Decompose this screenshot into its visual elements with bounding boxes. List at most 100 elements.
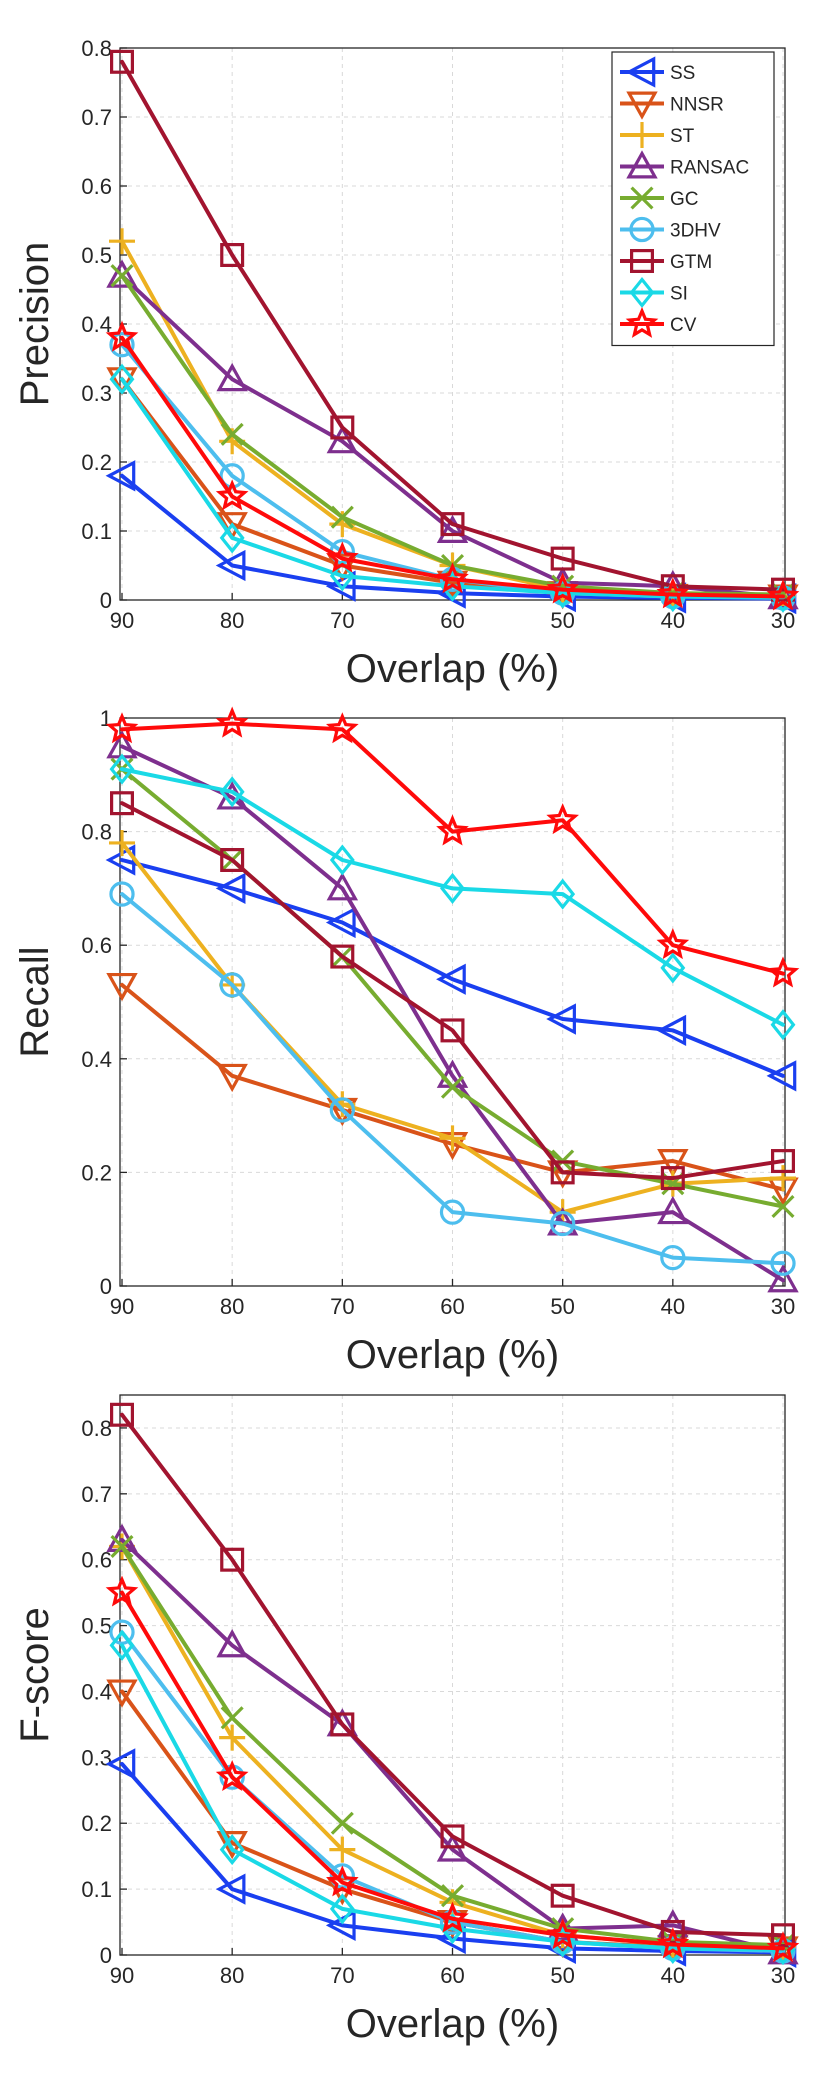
data-point-si bbox=[219, 776, 245, 808]
x-tick-label: 50 bbox=[550, 1963, 574, 1988]
y-tick-label: 0 bbox=[100, 588, 112, 613]
x-tick-label: 30 bbox=[771, 1294, 795, 1319]
data-point-gc bbox=[330, 1811, 354, 1835]
data-point-nnsr bbox=[106, 367, 138, 396]
data-point-gc bbox=[771, 1194, 795, 1219]
data-point-3dhv bbox=[439, 1199, 466, 1225]
data-point-gc bbox=[220, 1706, 244, 1730]
data-point-ss bbox=[656, 1014, 687, 1047]
data-point-gtm bbox=[220, 243, 245, 268]
data-point-cv bbox=[215, 479, 249, 511]
data-point-3dhv bbox=[109, 332, 135, 358]
data-point-si bbox=[219, 1834, 245, 1866]
y-tick-label: 0.2 bbox=[81, 1811, 112, 1836]
legend-label: SS bbox=[670, 63, 695, 84]
y-tick-label: 0.8 bbox=[81, 820, 112, 845]
data-point-gtm bbox=[109, 791, 134, 816]
data-point-ransac bbox=[216, 1629, 248, 1658]
data-point-cv bbox=[546, 803, 579, 835]
data-point-3dhv bbox=[109, 881, 135, 907]
data-point-cv bbox=[766, 1931, 800, 1963]
y-tick-label: 0.3 bbox=[81, 381, 112, 406]
data-point-3dhv bbox=[770, 1250, 796, 1276]
y-tick-label: 0.7 bbox=[81, 105, 112, 130]
data-point-nnsr bbox=[216, 1063, 248, 1093]
data-point-si bbox=[770, 1009, 796, 1041]
data-point-ss bbox=[215, 549, 246, 582]
x-tick-label: 40 bbox=[661, 1294, 685, 1319]
chart-panel-1: 90 80 70 60 50 40 3000.10.20.30.40.50.60.70.8O… bbox=[13, 36, 800, 691]
y-tick-label: 0 bbox=[100, 1274, 112, 1299]
legend-marker-ss bbox=[625, 56, 656, 88]
data-point-gtm bbox=[109, 49, 134, 74]
data-point-gtm bbox=[109, 1402, 134, 1427]
x-tick-label: 80 bbox=[220, 1294, 244, 1319]
x-tick-label: 60 bbox=[440, 608, 464, 633]
data-point-3dhv bbox=[219, 972, 245, 998]
data-point-st bbox=[109, 228, 135, 255]
data-point-cv bbox=[546, 572, 579, 604]
x-axis-title: Overlap (%) bbox=[346, 2002, 559, 2046]
legend-item-gc: GC bbox=[620, 186, 699, 210]
legend-item-3dhv: 3DHV bbox=[620, 216, 721, 243]
data-point-gtm bbox=[550, 546, 575, 571]
data-point-cv bbox=[436, 562, 469, 594]
data-point-cv bbox=[766, 579, 800, 611]
data-point-gtm bbox=[330, 415, 355, 440]
data-point-cv bbox=[326, 541, 359, 573]
data-point-cv bbox=[105, 1575, 139, 1607]
x-tick-label: 40 bbox=[661, 608, 685, 633]
data-point-cv bbox=[326, 1865, 359, 1897]
legend-item-si: SI bbox=[620, 276, 688, 309]
y-tick-label: 0.1 bbox=[81, 1877, 112, 1902]
series-line-ss bbox=[120, 858, 785, 1078]
legend-label: RANSAC bbox=[670, 158, 749, 179]
y-axis-title: Precision bbox=[13, 242, 57, 407]
data-point-ransac bbox=[216, 362, 248, 392]
y-tick-label: 0.6 bbox=[81, 174, 112, 199]
x-tick-label: 80 bbox=[220, 1963, 244, 1988]
data-point-ransac bbox=[326, 425, 359, 454]
x-tick-label: 80 bbox=[220, 608, 244, 633]
data-point-si bbox=[329, 844, 355, 876]
legend-label: 3DHV bbox=[670, 221, 721, 242]
y-tick-label: 0.8 bbox=[81, 36, 112, 61]
data-point-st bbox=[770, 1165, 796, 1192]
data-point-nnsr bbox=[106, 972, 138, 1002]
y-tick-label: 0.4 bbox=[81, 1679, 112, 1704]
chart-panel-3: 90 80 70 60 50 40 3000.10.20.30.40.50.60.70.8O… bbox=[13, 1394, 800, 2046]
x-tick-label: 60 bbox=[440, 1294, 464, 1319]
x-tick-label: 30 bbox=[771, 1963, 795, 1988]
data-point-si bbox=[660, 952, 686, 984]
series-line-si bbox=[120, 1643, 785, 1952]
series-cv bbox=[105, 320, 800, 611]
data-point-gtm bbox=[440, 1018, 465, 1043]
data-point-gtm bbox=[220, 847, 245, 872]
y-tick-label: 0.2 bbox=[81, 450, 112, 475]
data-point-gc bbox=[110, 264, 134, 288]
data-point-gc bbox=[330, 505, 354, 529]
data-point-cv bbox=[105, 712, 139, 744]
y-tick-label: 0.7 bbox=[81, 1482, 112, 1507]
data-point-gtm bbox=[440, 512, 465, 537]
data-point-si bbox=[109, 363, 135, 395]
data-point-si bbox=[109, 1629, 135, 1661]
y-axis-title: F-score bbox=[13, 1607, 57, 1743]
x-tick-label: 90 bbox=[110, 1294, 134, 1319]
data-point-ransac bbox=[326, 872, 359, 901]
legend-item-ss: SS bbox=[620, 56, 695, 88]
x-tick-label: 70 bbox=[330, 1294, 354, 1319]
series-line-gtm bbox=[120, 801, 785, 1181]
data-point-cv bbox=[105, 320, 139, 352]
data-point-si bbox=[329, 1893, 355, 1925]
data-point-ss bbox=[215, 1873, 246, 1905]
data-point-gtm bbox=[770, 577, 795, 602]
series-cv bbox=[105, 706, 800, 988]
x-tick-label: 70 bbox=[330, 1963, 354, 1988]
legend-item-cv: CV bbox=[620, 306, 697, 338]
y-tick-label: 0.1 bbox=[81, 519, 112, 544]
data-point-st bbox=[329, 1836, 356, 1863]
legend-marker-cv bbox=[625, 306, 659, 338]
y-tick-label: 0.2 bbox=[81, 1160, 112, 1185]
